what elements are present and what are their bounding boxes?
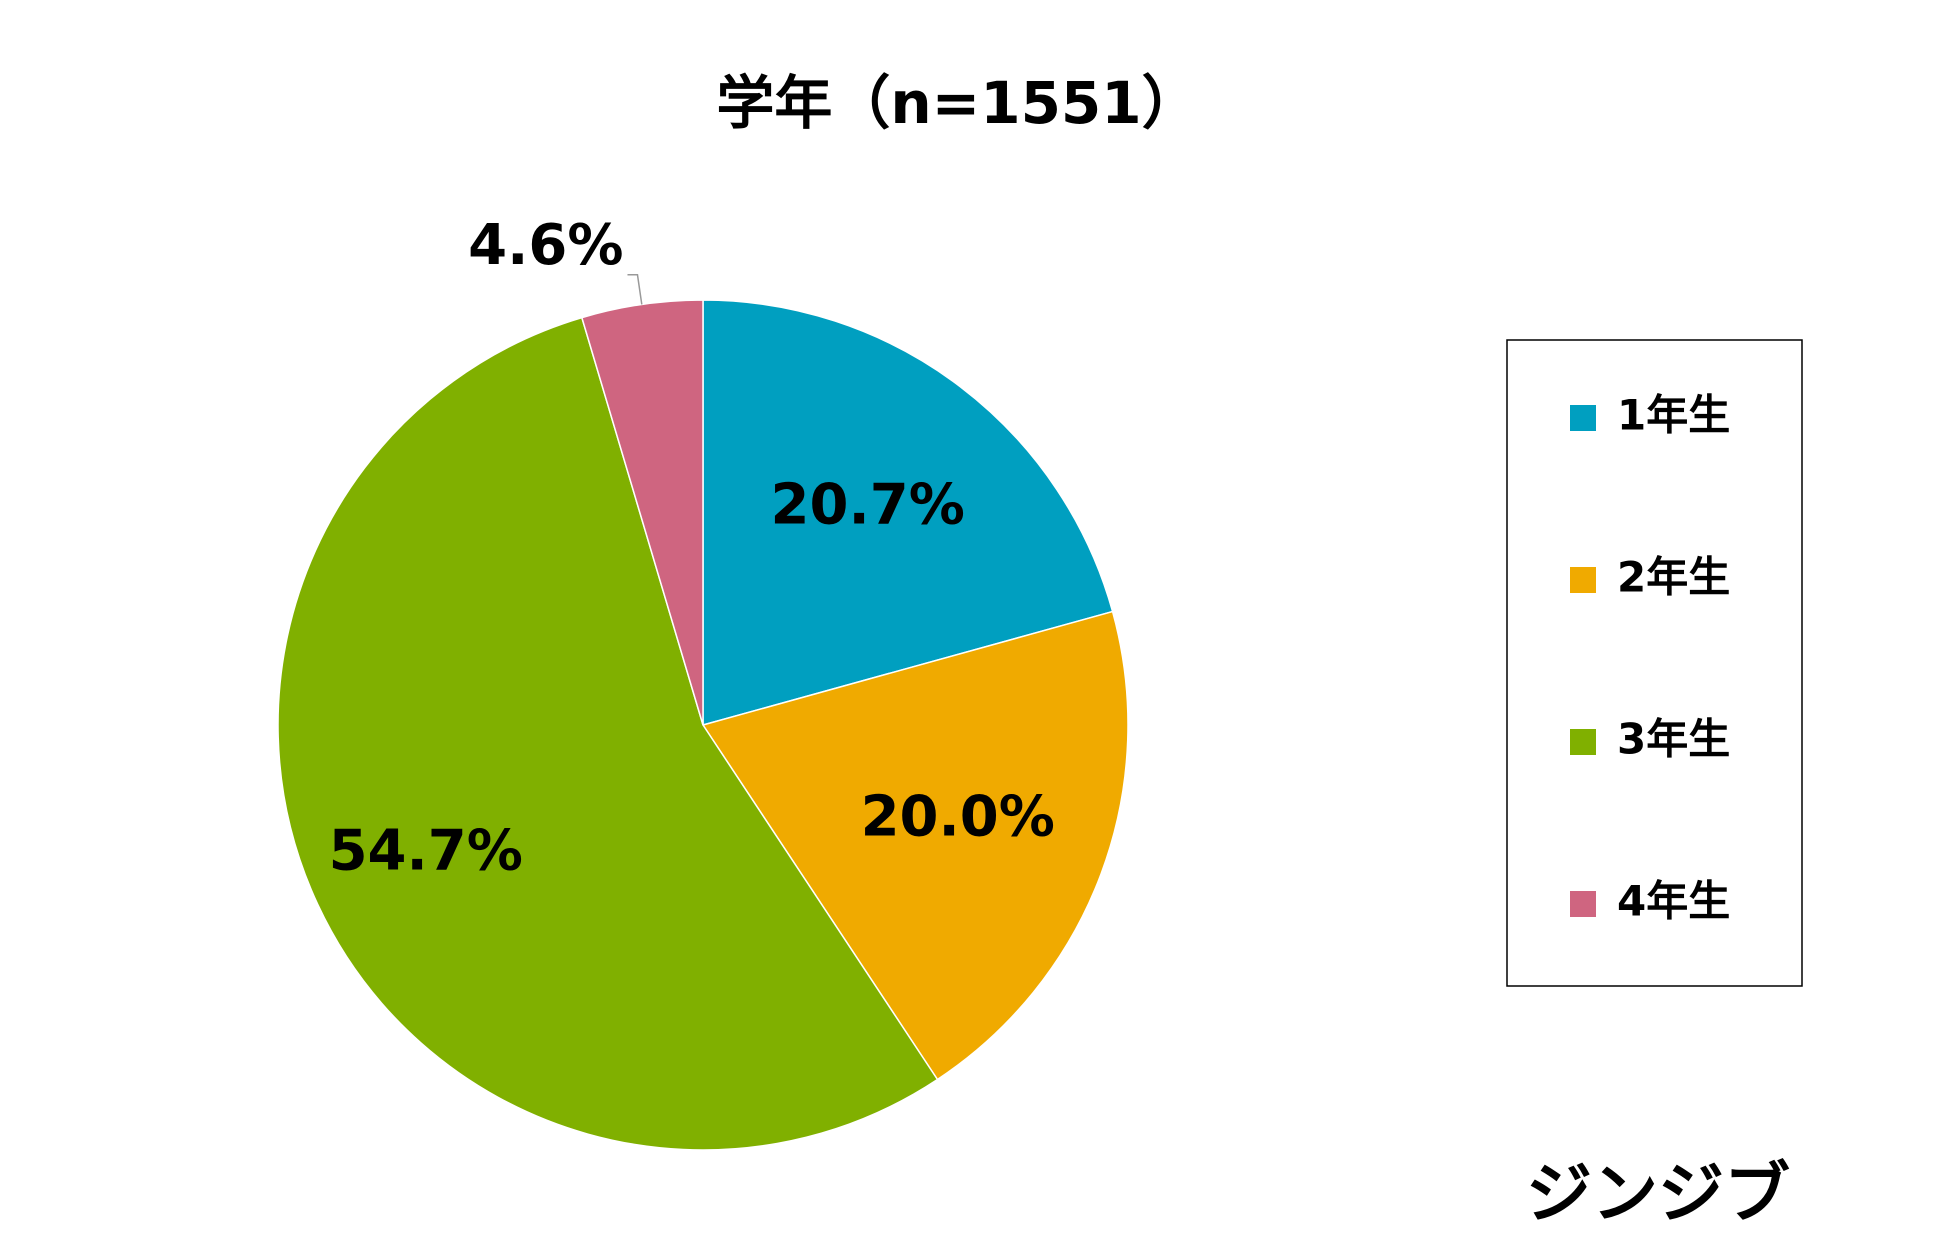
logo: ジンジブ xyxy=(1526,1155,1790,1232)
pie-slice xyxy=(702,299,1114,726)
legend-swatch xyxy=(1570,567,1596,593)
data-label: 4.6% xyxy=(468,213,623,278)
legend-swatch xyxy=(1570,405,1596,431)
pie-slice xyxy=(277,316,939,1151)
legend-label: 3年生 xyxy=(1617,715,1730,764)
data-label: 54.7% xyxy=(329,819,523,884)
legend-swatch xyxy=(1570,729,1596,755)
data-label: 20.0% xyxy=(861,784,1055,849)
pie-slice xyxy=(701,610,1129,1081)
legend-swatch xyxy=(1570,891,1596,917)
legend-box xyxy=(1506,339,1803,987)
legend-label: 2年生 xyxy=(1617,553,1730,602)
data-label: 20.7% xyxy=(771,473,965,538)
chart-title: 学年（n=1551） xyxy=(716,69,1199,137)
leader-line xyxy=(627,273,643,305)
legend-label: 1年生 xyxy=(1617,391,1730,440)
legend-label: 4年生 xyxy=(1617,877,1730,926)
